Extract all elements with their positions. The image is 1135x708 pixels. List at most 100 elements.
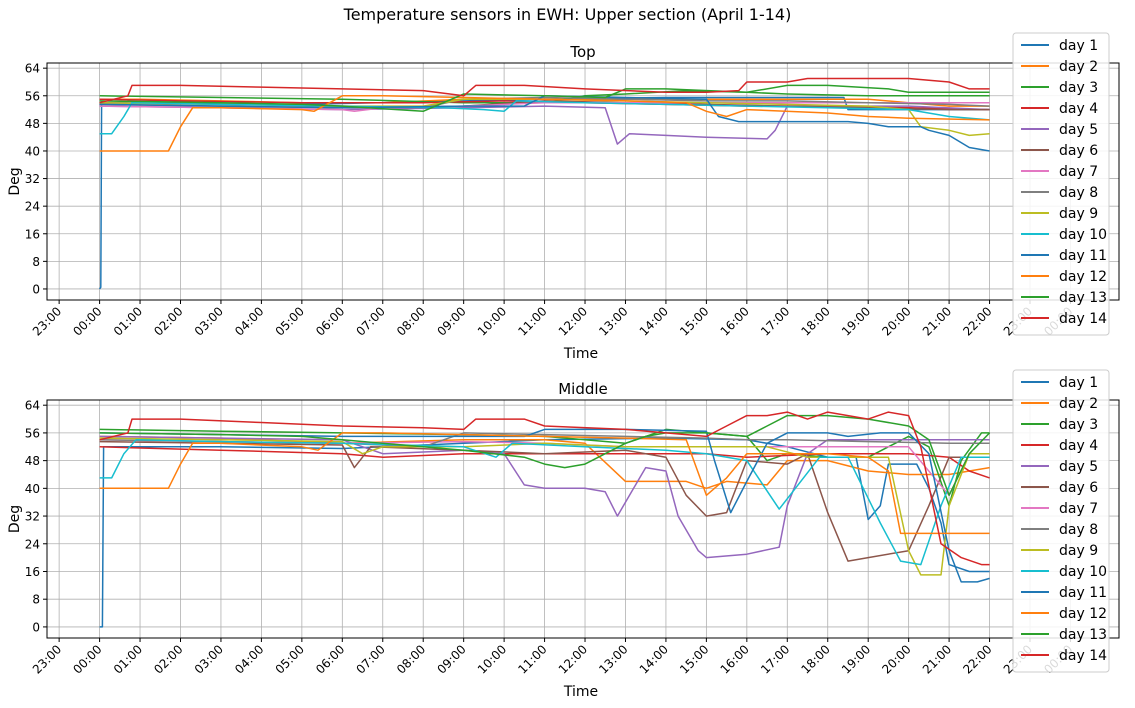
series-line-day-11 — [99, 428, 990, 583]
legend-label: day 7 — [1059, 164, 1098, 180]
series-line-day-13 — [99, 84, 990, 113]
legend-item: day 2 — [1021, 396, 1098, 412]
y-tick-label: 16 — [25, 565, 40, 579]
y-tick-label: 48 — [25, 117, 40, 131]
x-tick-label: 23:00 — [30, 642, 64, 676]
legend-label: day 12 — [1059, 606, 1107, 622]
legend-item: day 14 — [1021, 648, 1107, 664]
figure-title: Temperature sensors in EWH: Upper sectio… — [343, 5, 792, 24]
series-line-day-10 — [99, 439, 990, 566]
legend-item: day 1 — [1021, 38, 1098, 54]
x-tick-label: 10:00 — [475, 642, 509, 676]
x-tick-label: 17:00 — [758, 304, 792, 338]
legend-label: day 8 — [1059, 185, 1098, 201]
legend-label: day 8 — [1059, 522, 1098, 538]
x-tick-label: 13:00 — [596, 304, 630, 338]
y-tick-label: 0 — [32, 282, 40, 296]
legend: day 1 day 2 day 3 day 4 day 5 day 6 day 7 day 8… — [1012, 32, 1110, 336]
x-tick-label: 02:00 — [151, 304, 185, 338]
x-tick-label: 12:00 — [556, 304, 590, 338]
axes-frame — [46, 399, 1120, 639]
legend-item: day 6 — [1021, 143, 1098, 159]
x-tick-label: 21:00 — [920, 304, 954, 338]
x-tick-label: 20:00 — [879, 642, 913, 676]
x-tick-label: 16:00 — [718, 304, 752, 338]
chart-title: Middle — [558, 380, 608, 398]
x-tick-label: 02:00 — [151, 642, 185, 676]
x-tick-label: 11:00 — [515, 642, 549, 676]
legend-label: day 4 — [1059, 438, 1098, 454]
y-tick-label: 56 — [25, 89, 40, 103]
x-tick-label: 09:00 — [434, 642, 468, 676]
legend-label: day 9 — [1059, 543, 1098, 559]
x-tick-label: 06:00 — [313, 304, 347, 338]
legend-label: day 2 — [1059, 59, 1098, 75]
y-tick-label: 40 — [25, 482, 40, 496]
x-tick-label: 07:00 — [354, 304, 388, 338]
y-tick-label: 40 — [25, 144, 40, 158]
x-tick-label: 16:00 — [718, 642, 752, 676]
x-tick-label: 15:00 — [677, 304, 711, 338]
x-tick-label: 00:00 — [70, 304, 104, 338]
x-tick-label: 09:00 — [434, 304, 468, 338]
legend-label: day 14 — [1059, 648, 1107, 664]
series-line-day-14 — [99, 77, 990, 104]
axes-frame — [46, 62, 1120, 301]
x-tick-label: 22:00 — [960, 304, 994, 338]
series-line-day-13 — [99, 414, 991, 497]
legend-item: day 11 — [1021, 585, 1107, 601]
y-axis-label: Deg — [7, 505, 23, 533]
series-line-day-12 — [99, 432, 990, 535]
x-tick-label: 08:00 — [394, 642, 428, 676]
legend-item: day 8 — [1021, 522, 1098, 538]
legend-label: day 5 — [1059, 122, 1098, 138]
x-tick-label: 01:00 — [111, 304, 145, 338]
x-tick-label: 18:00 — [799, 304, 833, 338]
legend-item: day 4 — [1021, 101, 1098, 117]
legend-item: day 4 — [1021, 438, 1098, 454]
x-tick-label: 22:00 — [960, 642, 994, 676]
series-line-day-12 — [99, 95, 990, 152]
legend-item: day 7 — [1021, 164, 1098, 180]
x-tick-label: 14:00 — [637, 642, 671, 676]
chart-panel-top: 0 8 16 24 32 40 48 56 64 23:00 00:00 01:00 02:00 03:0… — [7, 32, 1120, 362]
legend-item: day 9 — [1021, 543, 1098, 559]
legend-label: day 4 — [1059, 101, 1098, 117]
legend-label: day 5 — [1059, 459, 1098, 475]
series-line-day-10 — [99, 100, 990, 135]
y-tick-label: 32 — [25, 172, 40, 186]
y-tick-label: 24 — [25, 537, 40, 551]
legend-label: day 11 — [1059, 248, 1107, 264]
x-tick-label: 05:00 — [273, 304, 307, 338]
y-tick-label: 64 — [25, 399, 40, 413]
legend-item: day 14 — [1021, 311, 1107, 327]
x-tick-label: 23:00 — [30, 304, 64, 338]
legend-item: day 5 — [1021, 459, 1098, 475]
y-axis-label: Deg — [7, 167, 23, 195]
x-tick-label: 17:00 — [758, 642, 792, 676]
legend-label: day 6 — [1059, 143, 1098, 159]
legend-label: day 12 — [1059, 269, 1107, 285]
chart-panel-middle: 0 8 16 24 32 40 48 56 64 23:00 00:00 01:00 02:00 03:0… — [7, 369, 1120, 700]
legend-label: day 7 — [1059, 501, 1098, 517]
x-tick-label: 21:00 — [920, 642, 954, 676]
y-tick-label: 56 — [25, 426, 40, 440]
legend-item: day 3 — [1021, 417, 1098, 433]
legend-item: day 7 — [1021, 501, 1098, 517]
legend-item: day 13 — [1021, 627, 1107, 643]
legend-label: day 9 — [1059, 206, 1098, 222]
y-tick-label: 64 — [25, 62, 40, 76]
legend-label: day 11 — [1059, 585, 1107, 601]
legend-item: day 10 — [1021, 227, 1107, 243]
x-tick-label: 04:00 — [232, 642, 266, 676]
legend-item: day 11 — [1021, 248, 1107, 264]
x-tick-label: 11:00 — [515, 304, 549, 338]
series-line-day-11 — [99, 95, 990, 152]
x-tick-label: 04:00 — [232, 304, 266, 338]
legend-item: day 6 — [1021, 480, 1098, 496]
legend-item: day 13 — [1021, 290, 1107, 306]
legend-label: day 10 — [1059, 564, 1107, 580]
legend-label: day 6 — [1059, 480, 1098, 496]
